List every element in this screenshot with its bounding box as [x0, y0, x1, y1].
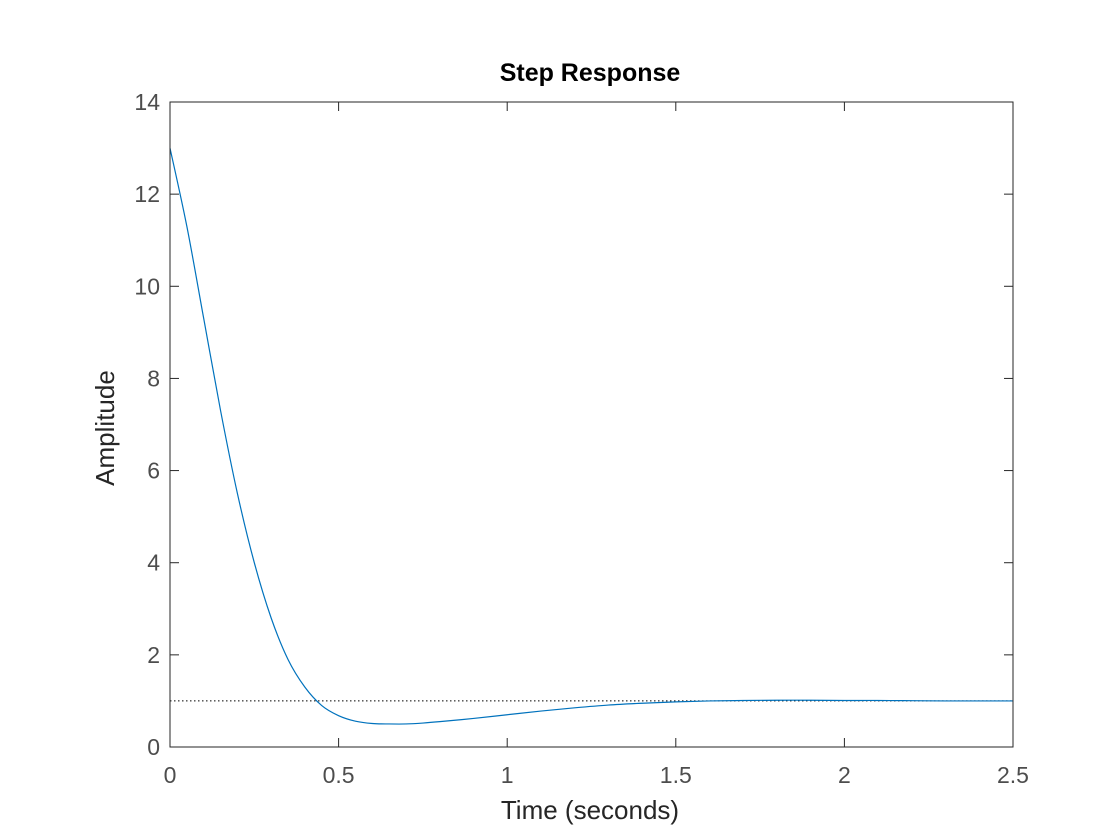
x-tick-label: 0.5 [323, 762, 355, 788]
y-tick-label: 4 [147, 550, 160, 576]
y-axis-label: Amplitude [90, 370, 120, 486]
series-layer [169, 147, 1013, 725]
x-tick-label: 0 [164, 762, 177, 788]
y-tick-label: 10 [134, 273, 160, 299]
y-tick-label: 6 [147, 458, 160, 484]
x-tick-label: 2 [838, 762, 851, 788]
y-tick-label: 12 [134, 181, 160, 207]
x-axis-ticks: 0 0.5 1 1.5 2 2.5 [164, 102, 1029, 788]
x-tick-label: 2.5 [997, 762, 1029, 788]
x-tick-label: 1.5 [660, 762, 692, 788]
plot-area: 0 0.5 1 1.5 2 2.5 0 2 4 6 8 10 12 14 [134, 89, 1029, 788]
y-tick-label: 8 [147, 365, 160, 391]
axes-background [170, 102, 1013, 747]
y-tick-label: 2 [147, 642, 160, 668]
y-axis-ticks: 0 2 4 6 8 10 12 14 [134, 89, 1013, 760]
chart-title: Step Response [500, 59, 681, 87]
axes-box [169, 101, 1014, 748]
step-response-line [169, 147, 1013, 725]
x-tick-label: 1 [501, 762, 514, 788]
y-tick-label: 14 [134, 89, 160, 115]
y-tick-label: 0 [147, 734, 160, 760]
x-axis-label: Time (seconds) [501, 795, 679, 825]
